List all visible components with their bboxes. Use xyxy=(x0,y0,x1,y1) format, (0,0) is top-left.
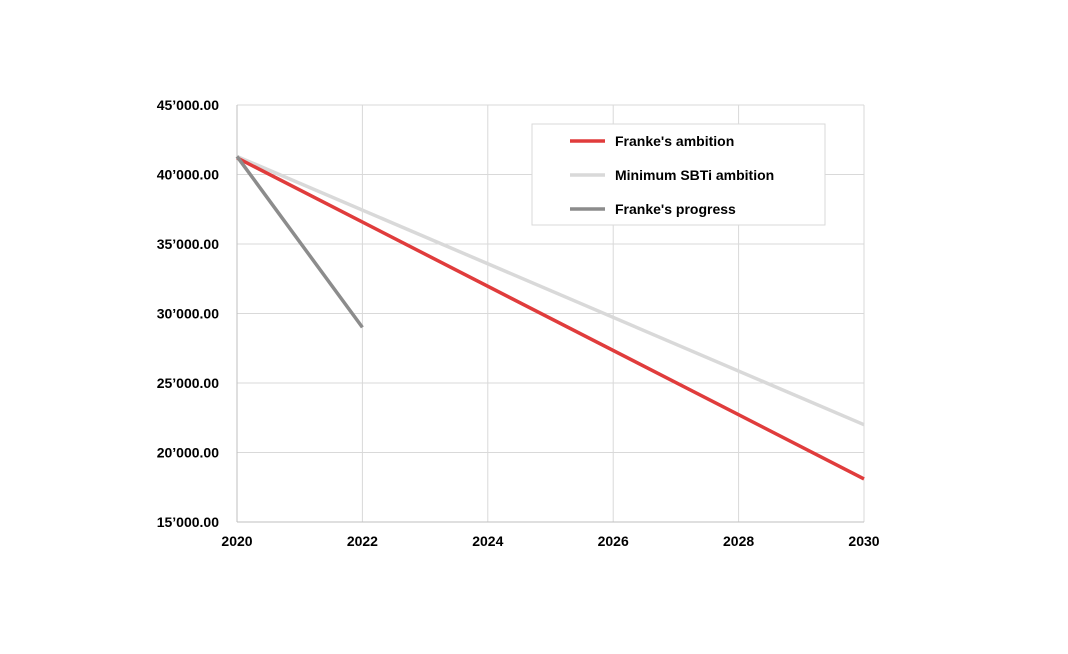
series-lines xyxy=(235,154,865,481)
legend-label-2: Franke's progress xyxy=(615,201,736,217)
x-tick-label: 2028 xyxy=(723,533,754,549)
x-tick-label: 2026 xyxy=(598,533,629,549)
y-tick-label: 20’000.00 xyxy=(157,445,219,461)
y-tick-label: 45’000.00 xyxy=(157,97,219,113)
x-tick-label: 2022 xyxy=(347,533,378,549)
series-line-0 xyxy=(236,156,865,481)
y-tick-label: 25’000.00 xyxy=(157,375,219,391)
y-tick-label: 30’000.00 xyxy=(157,306,219,322)
series-line-2 xyxy=(235,155,364,329)
y-axis-tick-labels: 15’000.00 20’000.00 25’000.00 30’000.00 35’0… xyxy=(157,97,219,530)
x-tick-label: 2020 xyxy=(221,533,252,549)
legend: Franke's ambition Minimum SBTi ambition Fr… xyxy=(531,123,826,226)
legend-label-0: Franke's ambition xyxy=(615,133,734,149)
legend-label-1: Minimum SBTi ambition xyxy=(615,167,774,183)
x-tick-label: 2030 xyxy=(848,533,879,549)
y-tick-label: 35’000.00 xyxy=(157,236,219,252)
x-axis-tick-labels: 2020 2022 2024 2026 2028 2030 xyxy=(221,533,879,549)
x-tick-label: 2024 xyxy=(472,533,503,549)
y-tick-label: 15’000.00 xyxy=(157,514,219,530)
y-tick-label: 40’000.00 xyxy=(157,167,219,183)
series-line-1 xyxy=(236,154,865,427)
